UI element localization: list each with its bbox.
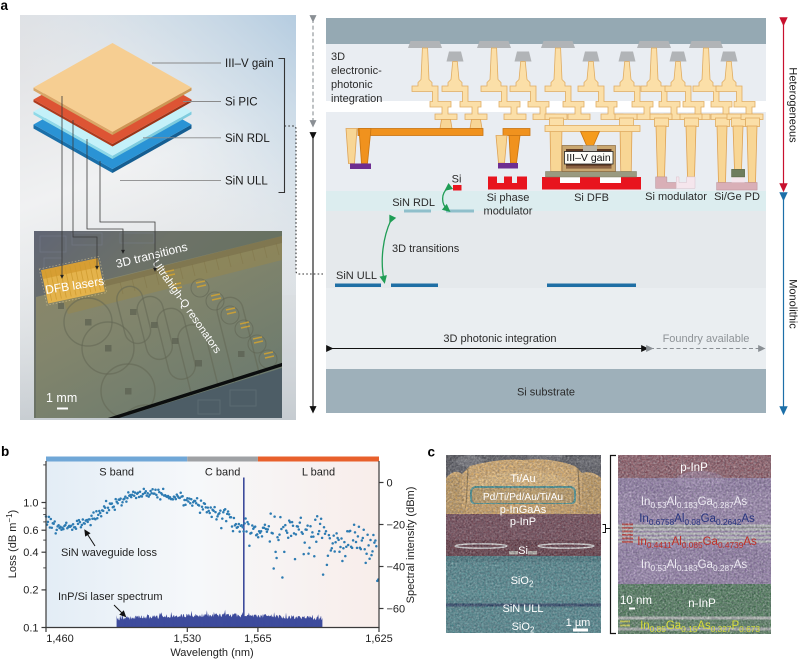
- svg-text:electronic-: electronic-: [331, 65, 382, 77]
- svg-text:Si phase: Si phase: [487, 192, 530, 204]
- svg-text:SiN RDL: SiN RDL: [225, 133, 270, 145]
- svg-text:a: a: [1, 0, 9, 13]
- svg-text:In0.53​Al0.183​Ga0.287​As: In0.53​Al0.183​Ga0.287​As: [641, 496, 748, 510]
- svg-text:3D photonic integration: 3D photonic integration: [443, 333, 556, 345]
- svg-text:−60: −60: [387, 603, 406, 615]
- svg-text:Si: Si: [518, 545, 528, 557]
- svg-text:Wavelength (nm): Wavelength (nm): [170, 647, 253, 659]
- svg-text:Foundry available: Foundry available: [663, 333, 750, 345]
- svg-text:1.0: 1.0: [23, 497, 38, 509]
- svg-text:Si modulator: Si modulator: [645, 191, 707, 203]
- svg-text:InP/Si laser spectrum: InP/Si laser spectrum: [58, 591, 163, 603]
- svg-text:In0.85​Ga0.15​As0.327​P0.673​: In0.85​Ga0.15​As0.327​P0.673​: [640, 620, 760, 634]
- svg-text:modulator: modulator: [484, 206, 533, 218]
- svg-text:Si/Ge PD: Si/Ge PD: [714, 191, 760, 203]
- svg-text:Si DFB: Si DFB: [574, 192, 609, 204]
- svg-text:p-InGaAs: p-InGaAs: [500, 504, 547, 516]
- svg-text:Si PIC: Si PIC: [225, 97, 258, 109]
- svg-text:1,530: 1,530: [174, 633, 202, 645]
- svg-text:SiN RDL: SiN RDL: [392, 197, 435, 209]
- svg-text:In0.4411​Al0.085​Ga0.4739​As: In0.4411​Al0.085​Ga0.4739​As: [637, 536, 757, 550]
- svg-text:10 nm: 10 nm: [620, 595, 652, 607]
- svg-text:Heterogeneous: Heterogeneous: [787, 67, 799, 143]
- svg-text:SiN ULL: SiN ULL: [336, 270, 377, 282]
- svg-text:SiO2: SiO2: [512, 621, 535, 635]
- svg-text:L band: L band: [302, 467, 335, 479]
- svg-text:SiO2: SiO2: [511, 575, 534, 589]
- svg-text:1,460: 1,460: [46, 633, 74, 645]
- svg-text:b: b: [1, 444, 9, 459]
- svg-text:In0.6758​Al0.08​Ga0.2642​As: In0.6758​Al0.08​Ga0.2642​As: [639, 513, 755, 527]
- svg-text:SiN waveguide loss: SiN waveguide loss: [61, 547, 157, 559]
- svg-text:photonic: photonic: [331, 79, 373, 91]
- svg-text:SiN ULL: SiN ULL: [225, 176, 268, 188]
- svg-text:SiN ULL: SiN ULL: [503, 603, 544, 615]
- svg-text:Si: Si: [452, 174, 462, 186]
- svg-text:n-InP: n-InP: [688, 598, 716, 610]
- svg-text:0.6: 0.6: [23, 525, 38, 537]
- svg-text:1 mm: 1 mm: [46, 391, 77, 405]
- svg-text:III–V gain: III–V gain: [566, 152, 611, 164]
- svg-text:Pd/Ti/Pd/Au/Ti/Au: Pd/Ti/Pd/Au/Ti/Au: [483, 492, 563, 503]
- svg-text:In0.53​Al0.183​Ga0.287​As: In0.53​Al0.183​Ga0.287​As: [641, 559, 748, 573]
- svg-text:Loss (dB m−1): Loss (dB m−1): [5, 510, 20, 578]
- svg-text:0.4: 0.4: [23, 547, 38, 559]
- svg-text:p-InP: p-InP: [680, 462, 708, 474]
- svg-text:3D transitions: 3D transitions: [392, 243, 460, 255]
- svg-text:0.2: 0.2: [23, 585, 38, 597]
- svg-text:integration: integration: [331, 93, 382, 105]
- svg-text:Ti/Au: Ti/Au: [510, 473, 535, 485]
- svg-text:−40: −40: [387, 561, 406, 573]
- svg-text:Si substrate: Si substrate: [517, 387, 575, 399]
- svg-text:Monolithic: Monolithic: [787, 279, 799, 329]
- svg-text:c: c: [428, 445, 436, 460]
- svg-text:0: 0: [387, 477, 393, 489]
- svg-text:C band: C band: [205, 467, 240, 479]
- svg-text:−20: −20: [387, 519, 406, 531]
- svg-text:1 µm: 1 µm: [566, 617, 591, 629]
- svg-text:p-InP: p-InP: [510, 516, 536, 528]
- svg-text:Spectral intensity (dBm): Spectral intensity (dBm): [405, 487, 417, 604]
- svg-text:3D: 3D: [331, 51, 345, 63]
- svg-text:1,625: 1,625: [365, 633, 393, 645]
- svg-text:0.1: 0.1: [23, 622, 38, 634]
- svg-text:1,565: 1,565: [244, 633, 272, 645]
- svg-text:III–V gain: III–V gain: [225, 58, 274, 70]
- svg-text:S band: S band: [99, 467, 134, 479]
